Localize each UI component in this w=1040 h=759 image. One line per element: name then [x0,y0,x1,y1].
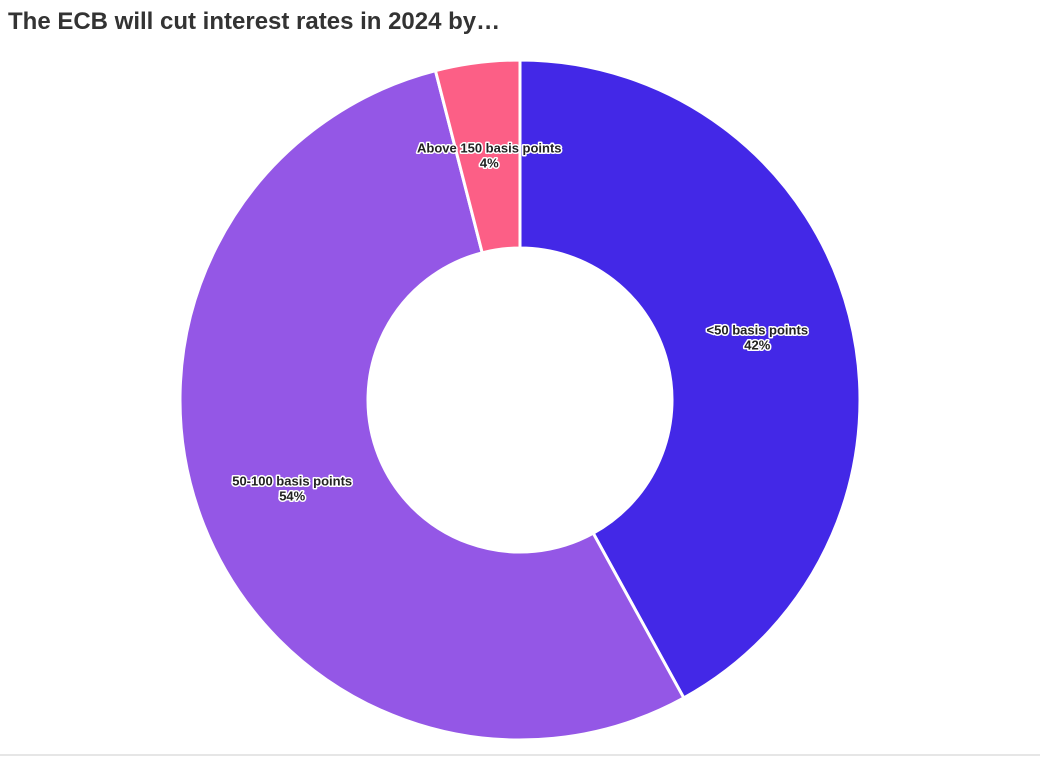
slice-value: 4% [480,155,499,170]
slice-value: 42% [744,338,770,353]
slice-value: 54% [279,489,305,504]
slice-label: 50-100 basis points [232,474,352,489]
donut-slice [178,68,686,742]
chart-title: The ECB will cut interest rates in 2024 … [8,8,500,35]
donut-slice [433,58,522,255]
slice-label: <50 basis points [707,323,809,338]
donut-slice [518,58,862,700]
slice-label: Above 150 basis points [417,140,562,155]
